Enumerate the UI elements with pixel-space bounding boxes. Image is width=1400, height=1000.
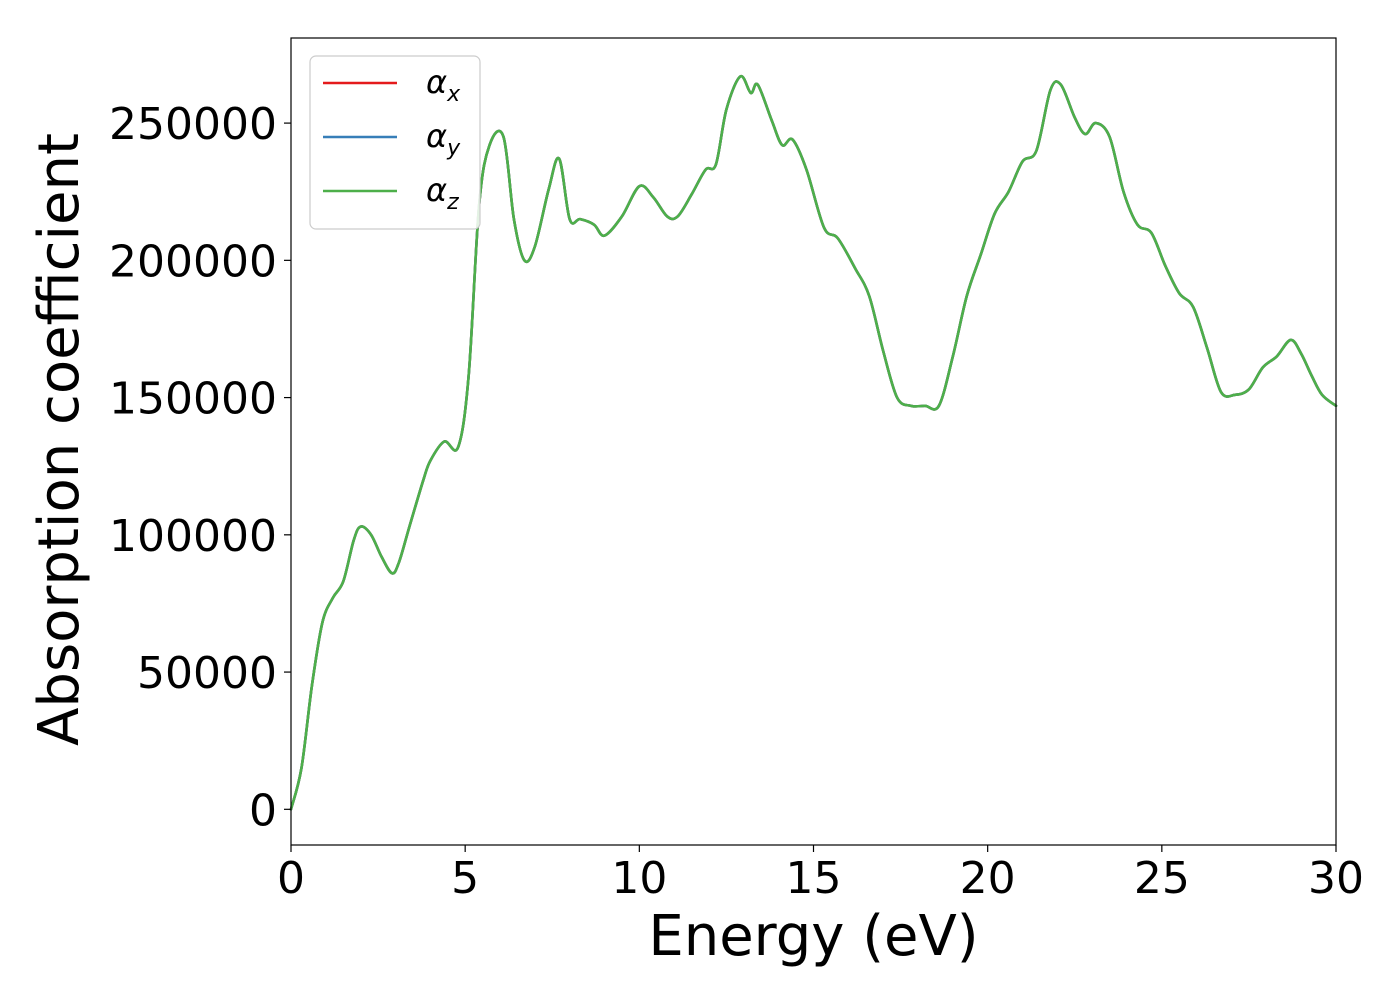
x-tick-label: 5 (451, 853, 479, 904)
x-tick-label: 15 (786, 853, 842, 904)
x-axis: 0 5 10 15 20 25 30 (277, 845, 1364, 904)
x-tick-label: 20 (960, 853, 1016, 904)
series-layer (289, 74, 1338, 811)
x-axis-label: Energy (eV) (648, 904, 978, 969)
x-tick-label: 25 (1134, 853, 1190, 904)
y-tick-label: 200000 (109, 236, 277, 287)
y-axis: 0 50000 100000 150000 200000 250000 (109, 99, 291, 836)
y-tick-label: 150000 (109, 374, 277, 425)
y-tick-label: 250000 (109, 99, 277, 150)
x-tick-label: 10 (611, 853, 667, 904)
legend-box (309, 55, 481, 230)
y-tick-label: 50000 (137, 648, 277, 699)
x-tick-label: 0 (277, 853, 305, 904)
y-tick-label: 100000 (109, 511, 277, 562)
series-line-z (289, 74, 1338, 811)
y-tick-label: 0 (249, 785, 277, 836)
y-axis-label: Absorption coefficient (27, 133, 92, 746)
x-tick-label: 30 (1308, 853, 1364, 904)
